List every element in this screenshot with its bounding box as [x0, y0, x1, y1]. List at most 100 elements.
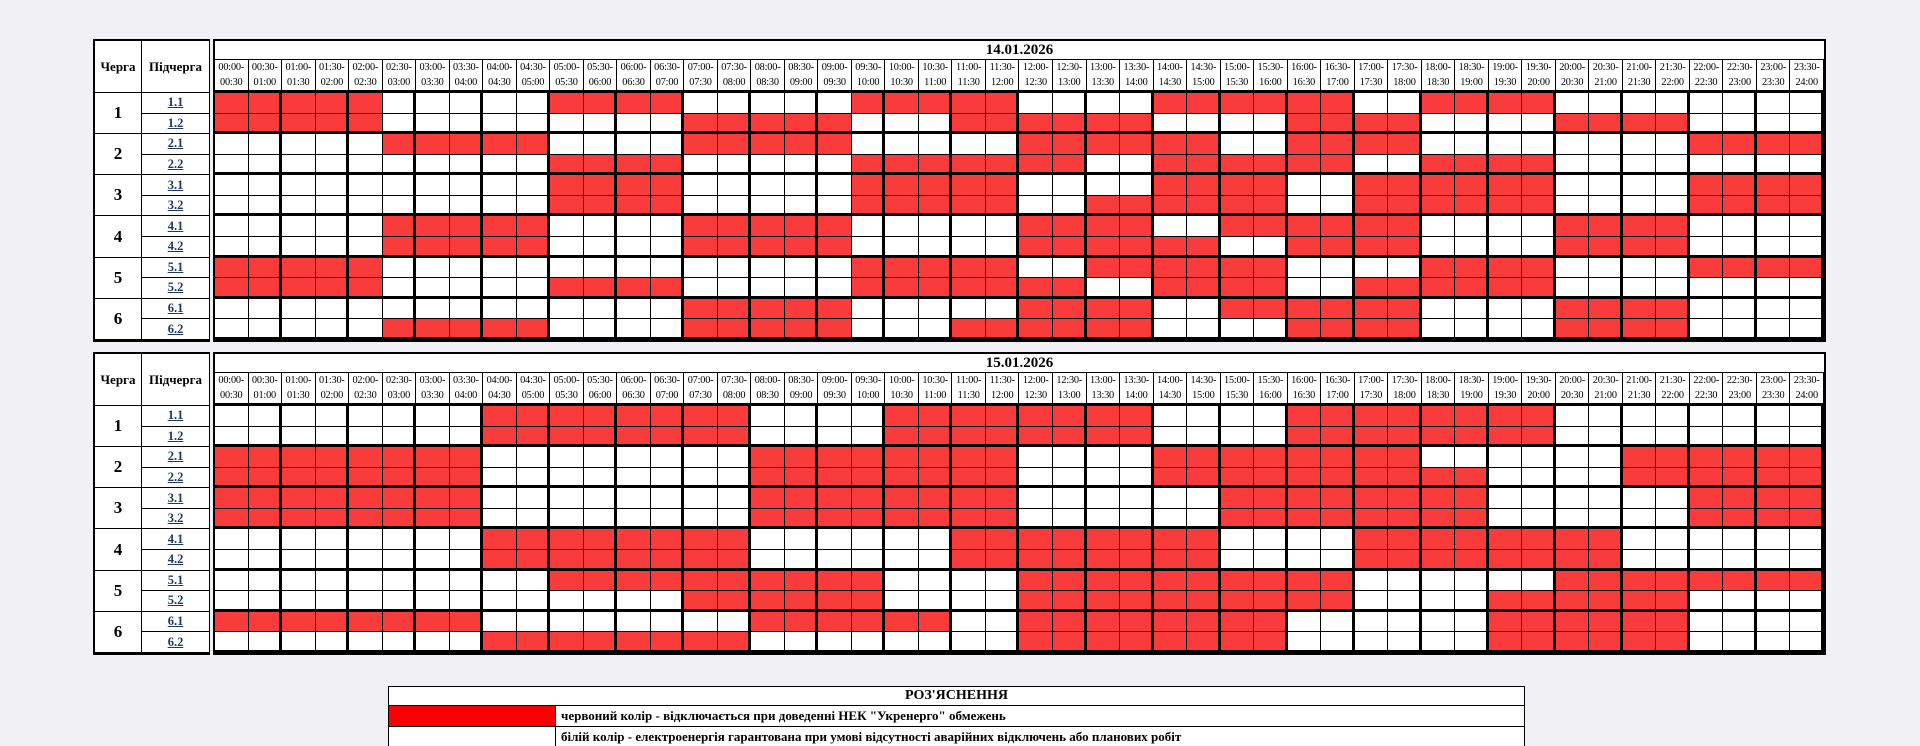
slot-cell: [1689, 195, 1724, 217]
subqueue-link[interactable]: 2.2: [167, 470, 184, 485]
slot-cell: [1388, 257, 1422, 279]
slot-cell: [583, 319, 618, 340]
slot-cell: [952, 134, 986, 155]
slot-cell: [1086, 237, 1121, 258]
slot-cell: [851, 611, 886, 633]
subqueue-link[interactable]: 5.1: [167, 259, 184, 274]
slot-cell: [885, 406, 919, 427]
slot-cell: [349, 237, 383, 258]
subqueue-link[interactable]: 5.1: [167, 572, 184, 587]
slot-cell: [1723, 632, 1757, 653]
slot-cell: [315, 529, 350, 551]
time-slot-header: 12:30- 13:00: [1053, 60, 1087, 93]
slot-cell: [1756, 195, 1791, 217]
slot-cell: [1254, 426, 1288, 448]
slot-cell: [1321, 237, 1355, 258]
slot-cell: [684, 570, 718, 592]
subqueue-link[interactable]: 4.2: [167, 552, 184, 567]
slot-cell: [1622, 488, 1657, 509]
slot-cell: [1053, 319, 1087, 340]
slot-cell: [1656, 508, 1690, 530]
subqueue-link[interactable]: 3.1: [167, 177, 184, 192]
subqueue-link[interactable]: 1.2: [167, 428, 184, 443]
slot-cell: [550, 529, 584, 551]
slot-cell: [1354, 406, 1389, 427]
time-slot-header: 03:00- 03:30: [416, 60, 450, 93]
subqueue-link[interactable]: 2.1: [167, 136, 184, 151]
subqueue-link[interactable]: 3.2: [167, 511, 184, 526]
slot-cell: [1555, 216, 1590, 238]
slot-cell: [650, 154, 685, 176]
slot-cell: [918, 319, 953, 340]
slot-cell: [248, 467, 283, 489]
slot-cell: [1656, 195, 1690, 217]
slot-cell: [248, 319, 283, 340]
slot-cell: [1254, 550, 1288, 571]
slot-cell: [416, 319, 450, 340]
slot-cell: [617, 488, 651, 509]
subqueue-link[interactable]: 6.2: [167, 321, 184, 336]
slot-cell: [684, 113, 718, 135]
slot-cell: [215, 632, 249, 653]
slot-cell: [1756, 134, 1791, 155]
slot-cell: [650, 591, 685, 612]
slot-cell: [1421, 134, 1456, 155]
slot-cell: [1622, 298, 1657, 320]
slot-cell: [1455, 632, 1489, 653]
slot-cell: [1689, 570, 1724, 592]
subqueue-link[interactable]: 1.2: [167, 115, 184, 130]
subqueue-link[interactable]: 6.1: [167, 614, 184, 629]
slot-cell: [617, 216, 651, 238]
slot-cell: [1555, 508, 1590, 530]
slot-cell: [516, 467, 551, 489]
subqueue-link[interactable]: 2.2: [167, 157, 184, 172]
slot-cell: [1622, 632, 1657, 653]
slot-cell: [684, 237, 718, 258]
slot-cell: [985, 611, 1020, 633]
slot-cell: [1488, 175, 1523, 196]
time-slot-header: 22:00- 22:30: [1689, 60, 1724, 93]
slot-cell: [1756, 216, 1791, 238]
subqueue-link[interactable]: 5.2: [167, 593, 184, 608]
slot-cell: [483, 570, 517, 592]
slot-cell: [483, 93, 517, 114]
subqueue-link[interactable]: 1.1: [167, 95, 184, 110]
slot-cell: [617, 632, 651, 653]
slot-cell: [382, 529, 417, 551]
slot-cell: [784, 257, 819, 279]
slot-cell: [1421, 237, 1456, 258]
subqueue-link[interactable]: 6.2: [167, 634, 184, 649]
subqueue-link[interactable]: 5.2: [167, 280, 184, 295]
slot-cell: [1187, 570, 1221, 592]
slot-cell: [1254, 257, 1288, 279]
slot-cell: [818, 447, 852, 468]
slot-cell: [315, 195, 350, 217]
subqueue-link[interactable]: 2.1: [167, 449, 184, 464]
slot-cell: [918, 508, 953, 530]
slot-cell: [449, 426, 484, 448]
slot-cell: [315, 175, 350, 196]
slot-cell: [1086, 134, 1121, 155]
slot-cell: [315, 298, 350, 320]
slot-cell: [1589, 426, 1623, 448]
subqueue-link[interactable]: 4.2: [167, 239, 184, 254]
legend-item-label: червоний колір - відключається при довед…: [561, 708, 1006, 723]
slot-cell: [315, 216, 350, 238]
slot-cell: [1488, 632, 1523, 653]
slot-cell: [952, 406, 986, 427]
time-slot-header: 13:00- 13:30: [1086, 60, 1121, 93]
slot-cell: [818, 237, 852, 258]
subqueue-link[interactable]: 4.1: [167, 531, 184, 546]
slot-cell: [1656, 467, 1690, 489]
subqueue-link[interactable]: 3.1: [167, 490, 184, 505]
subqueue-link[interactable]: 4.1: [167, 218, 184, 233]
subqueue-link[interactable]: 6.1: [167, 301, 184, 316]
slot-cell: [1488, 154, 1523, 176]
slot-cell: [1354, 278, 1389, 299]
slot-cell: [1321, 195, 1355, 217]
slot-cell: [416, 508, 450, 530]
slot-cell: [1254, 591, 1288, 612]
subqueue-link[interactable]: 1.1: [167, 408, 184, 423]
time-slot-header: 20:30- 21:00: [1589, 60, 1623, 93]
subqueue-link[interactable]: 3.2: [167, 198, 184, 213]
